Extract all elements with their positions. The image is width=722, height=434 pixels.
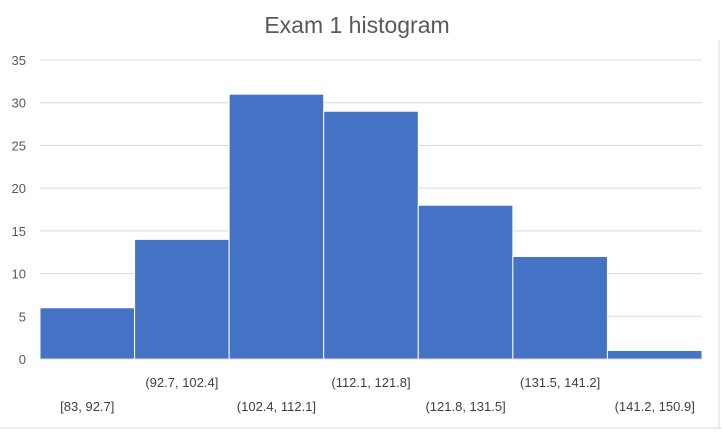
x-category-label: (131.5, 141.2] (520, 375, 600, 390)
x-category-label: (92.7, 102.4] (145, 375, 218, 390)
y-tick-label: 30 (12, 96, 26, 111)
y-tick-label: 10 (12, 267, 26, 282)
x-axis-labels: [83, 92.7] (92.7, 102.4] (102.4, 112.1] (11… (60, 375, 695, 414)
x-category-label: (121.8, 131.5] (425, 399, 505, 414)
y-tick-label: 35 (12, 53, 26, 68)
histogram-bar (39, 307, 136, 360)
histogram-bar (134, 238, 230, 360)
x-category-label: (102.4, 112.1] (237, 399, 316, 414)
histogram-bar (606, 349, 703, 360)
histogram-bar (323, 110, 419, 360)
y-tick-label: 0 (19, 352, 26, 367)
x-category-label: (141.2, 150.9] (615, 399, 695, 414)
y-tick-label: 5 (19, 309, 26, 324)
histogram-bar (228, 93, 325, 360)
histogram-bar (512, 255, 608, 360)
histogram-bar (417, 204, 514, 360)
chart-title: Exam 1 histogram (264, 12, 449, 38)
x-category-label: (112.1, 121.8] (331, 375, 410, 390)
x-category-label: [83, 92.7] (60, 399, 114, 414)
y-axis-ticks: 0 5 10 15 20 25 30 35 (12, 53, 26, 367)
y-tick-label: 25 (12, 138, 26, 153)
y-tick-label: 15 (12, 224, 26, 239)
y-tick-label: 20 (12, 181, 26, 196)
bars (39, 93, 703, 360)
